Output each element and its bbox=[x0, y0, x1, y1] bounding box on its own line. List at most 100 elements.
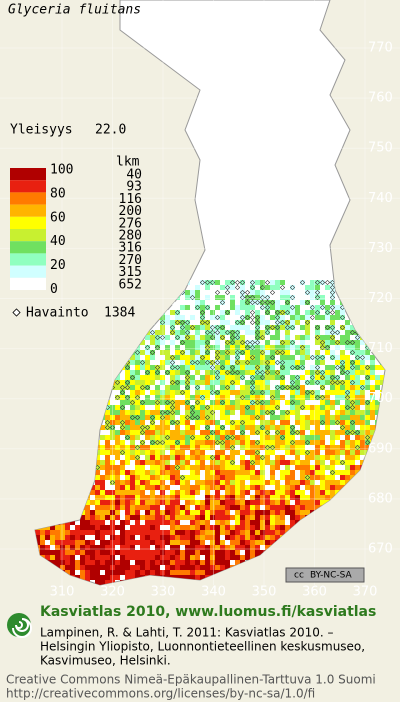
cell bbox=[220, 295, 225, 300]
cell bbox=[145, 545, 150, 550]
cell bbox=[240, 385, 245, 390]
cell bbox=[150, 525, 155, 530]
observation-dot bbox=[329, 354, 336, 361]
cell bbox=[160, 560, 165, 565]
cell bbox=[105, 560, 110, 565]
cell bbox=[265, 440, 270, 445]
cell bbox=[245, 485, 250, 490]
observation-dot bbox=[229, 434, 236, 441]
cell bbox=[195, 475, 200, 480]
cell bbox=[220, 515, 225, 520]
cell bbox=[75, 565, 80, 570]
cell bbox=[195, 325, 200, 330]
cell bbox=[225, 350, 230, 355]
cell bbox=[105, 425, 110, 430]
site-link[interactable]: Kasviatlas 2010, www.luomus.fi/kasviatla… bbox=[40, 604, 376, 620]
observation-dot bbox=[239, 319, 246, 326]
observation-dot bbox=[249, 284, 256, 291]
cell bbox=[150, 470, 155, 475]
cell bbox=[235, 380, 240, 385]
cell bbox=[260, 360, 265, 365]
cell bbox=[70, 540, 75, 545]
cell bbox=[260, 320, 265, 325]
cell bbox=[330, 385, 335, 390]
cell bbox=[335, 385, 340, 390]
cell bbox=[175, 455, 180, 460]
cell bbox=[325, 400, 330, 405]
cell bbox=[295, 405, 300, 410]
observation-dot bbox=[339, 369, 346, 376]
cell bbox=[210, 530, 215, 535]
cell bbox=[315, 295, 320, 300]
cell bbox=[140, 410, 145, 415]
cell bbox=[190, 450, 195, 455]
observation-dot bbox=[139, 429, 146, 436]
cell bbox=[225, 320, 230, 325]
cell bbox=[195, 330, 200, 335]
cell bbox=[205, 415, 210, 420]
cell bbox=[225, 495, 230, 500]
observation-dot bbox=[314, 354, 321, 361]
cell bbox=[230, 345, 235, 350]
cell bbox=[125, 475, 130, 480]
cell bbox=[145, 350, 150, 355]
cell bbox=[280, 485, 285, 490]
cell bbox=[230, 495, 235, 500]
observation-dot bbox=[194, 384, 201, 391]
cell bbox=[155, 475, 160, 480]
observation-dot bbox=[314, 309, 321, 316]
cell bbox=[160, 545, 165, 550]
cell bbox=[315, 350, 320, 355]
cell bbox=[305, 355, 310, 360]
cell bbox=[105, 545, 110, 550]
cell bbox=[100, 475, 105, 480]
cell bbox=[365, 420, 370, 425]
cell bbox=[295, 455, 300, 460]
cell bbox=[135, 575, 140, 580]
cell bbox=[135, 455, 140, 460]
cell bbox=[265, 435, 270, 440]
observation-dot bbox=[364, 374, 371, 381]
observation-dot bbox=[274, 369, 281, 376]
cell bbox=[325, 280, 330, 285]
cell bbox=[340, 430, 345, 435]
cell bbox=[170, 560, 175, 565]
cell bbox=[250, 365, 255, 370]
license-url[interactable]: http://creativecommons.org/licenses/by-n… bbox=[6, 687, 315, 701]
cell bbox=[150, 380, 155, 385]
cell bbox=[155, 520, 160, 525]
observation-dot bbox=[329, 324, 336, 331]
cell bbox=[215, 370, 220, 375]
observation-dot bbox=[169, 324, 176, 331]
cell bbox=[320, 395, 325, 400]
legend-count: 200 bbox=[119, 204, 142, 219]
cell bbox=[130, 410, 135, 415]
cell bbox=[135, 435, 140, 440]
cell bbox=[80, 555, 85, 560]
cell bbox=[330, 445, 335, 450]
cell bbox=[325, 425, 330, 430]
cell bbox=[160, 390, 165, 395]
cell bbox=[210, 430, 215, 435]
cell bbox=[350, 390, 355, 395]
cell bbox=[325, 345, 330, 350]
cell bbox=[145, 360, 150, 365]
cell bbox=[200, 540, 205, 545]
cell bbox=[170, 525, 175, 530]
cell bbox=[110, 465, 115, 470]
cell bbox=[310, 465, 315, 470]
cell bbox=[355, 420, 360, 425]
cell bbox=[340, 335, 345, 340]
observation-dot bbox=[174, 439, 181, 446]
cell bbox=[230, 425, 235, 430]
cell bbox=[285, 485, 290, 490]
cell bbox=[250, 385, 255, 390]
cell bbox=[280, 470, 285, 475]
cell bbox=[120, 525, 125, 530]
cell bbox=[185, 530, 190, 535]
legend-swatch bbox=[10, 192, 46, 205]
cell bbox=[105, 455, 110, 460]
cell bbox=[275, 325, 280, 330]
cell bbox=[180, 455, 185, 460]
cell bbox=[195, 290, 200, 295]
